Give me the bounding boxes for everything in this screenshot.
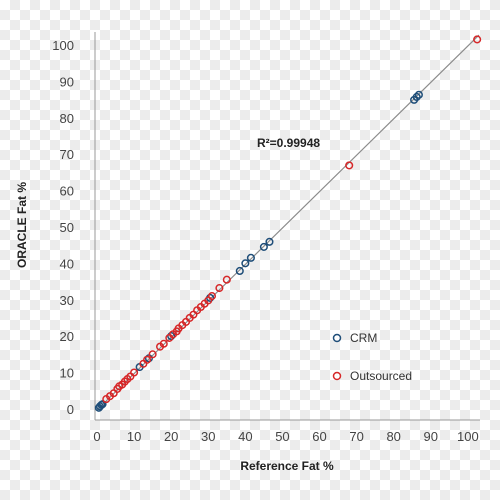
x-tick-label: 60: [312, 429, 326, 444]
x-tick-label: 0: [93, 429, 100, 444]
x-tick-label: 90: [424, 429, 438, 444]
data-point-outsourced: [130, 368, 139, 377]
data-point-outsourced: [143, 355, 152, 364]
data-point-crm: [235, 266, 244, 276]
legend-label-crm: CRM: [350, 331, 377, 345]
y-tick-label: 50: [60, 220, 74, 235]
x-tick-label: 10: [127, 429, 141, 444]
y-tick-label: 90: [60, 74, 74, 89]
data-point-crm: [98, 400, 107, 409]
y-tick-label: 40: [60, 256, 74, 271]
data-point-outsourced: [159, 339, 168, 348]
y-tick-label: 0: [67, 402, 74, 417]
legend-label-outsourced: Outsourced: [350, 369, 412, 383]
legend-marker-crm: [332, 333, 342, 343]
legend-marker-outsourced: [332, 371, 342, 381]
data-point-outsourced: [473, 35, 482, 44]
r-squared-annotation: R²=0.99948: [257, 136, 320, 150]
data-point-crm: [414, 90, 423, 99]
trendline: [96, 34, 480, 411]
x-tick-label: 100: [457, 429, 479, 444]
y-tick-labels: 0 10 20 30 40 50 60 70 80 90 100: [52, 38, 74, 417]
x-axis-title: Reference Fat %: [240, 459, 334, 473]
y-tick-label: 20: [60, 329, 74, 344]
data-point-outsourced: [222, 275, 231, 284]
y-tick-label: 30: [60, 293, 74, 308]
data-point-crm: [259, 242, 268, 251]
x-tick-label: 20: [164, 429, 178, 444]
data-point-outsourced: [215, 284, 224, 293]
x-tick-labels: 0 10 20 30 40 50 60 70 80 90 100: [93, 429, 478, 444]
y-tick-label: 100: [52, 38, 74, 53]
data-points: [94, 35, 482, 412]
x-tick-label: 70: [349, 429, 363, 444]
data-point-outsourced: [148, 350, 157, 359]
data-point-outsourced: [345, 161, 354, 170]
data-point-crm: [412, 92, 421, 102]
x-tick-label: 80: [386, 429, 400, 444]
x-tick-label: 30: [201, 429, 215, 444]
x-tick-label: 50: [275, 429, 289, 444]
y-tick-label: 70: [60, 147, 74, 162]
y-axis-title: ORACLE Fat %: [15, 182, 29, 268]
data-point-crm: [241, 259, 250, 268]
data-point-crm: [246, 253, 255, 262]
y-tick-label: 10: [60, 366, 74, 381]
data-point-crm: [265, 237, 274, 246]
axes: [94, 32, 480, 421]
x-tick-label: 40: [238, 429, 252, 444]
y-tick-label: 60: [60, 184, 74, 199]
y-tick-label: 80: [60, 111, 74, 126]
data-point-outsourced: [207, 292, 217, 301]
data-point-crm: [167, 332, 176, 341]
legend: CRM Outsourced: [332, 331, 412, 383]
